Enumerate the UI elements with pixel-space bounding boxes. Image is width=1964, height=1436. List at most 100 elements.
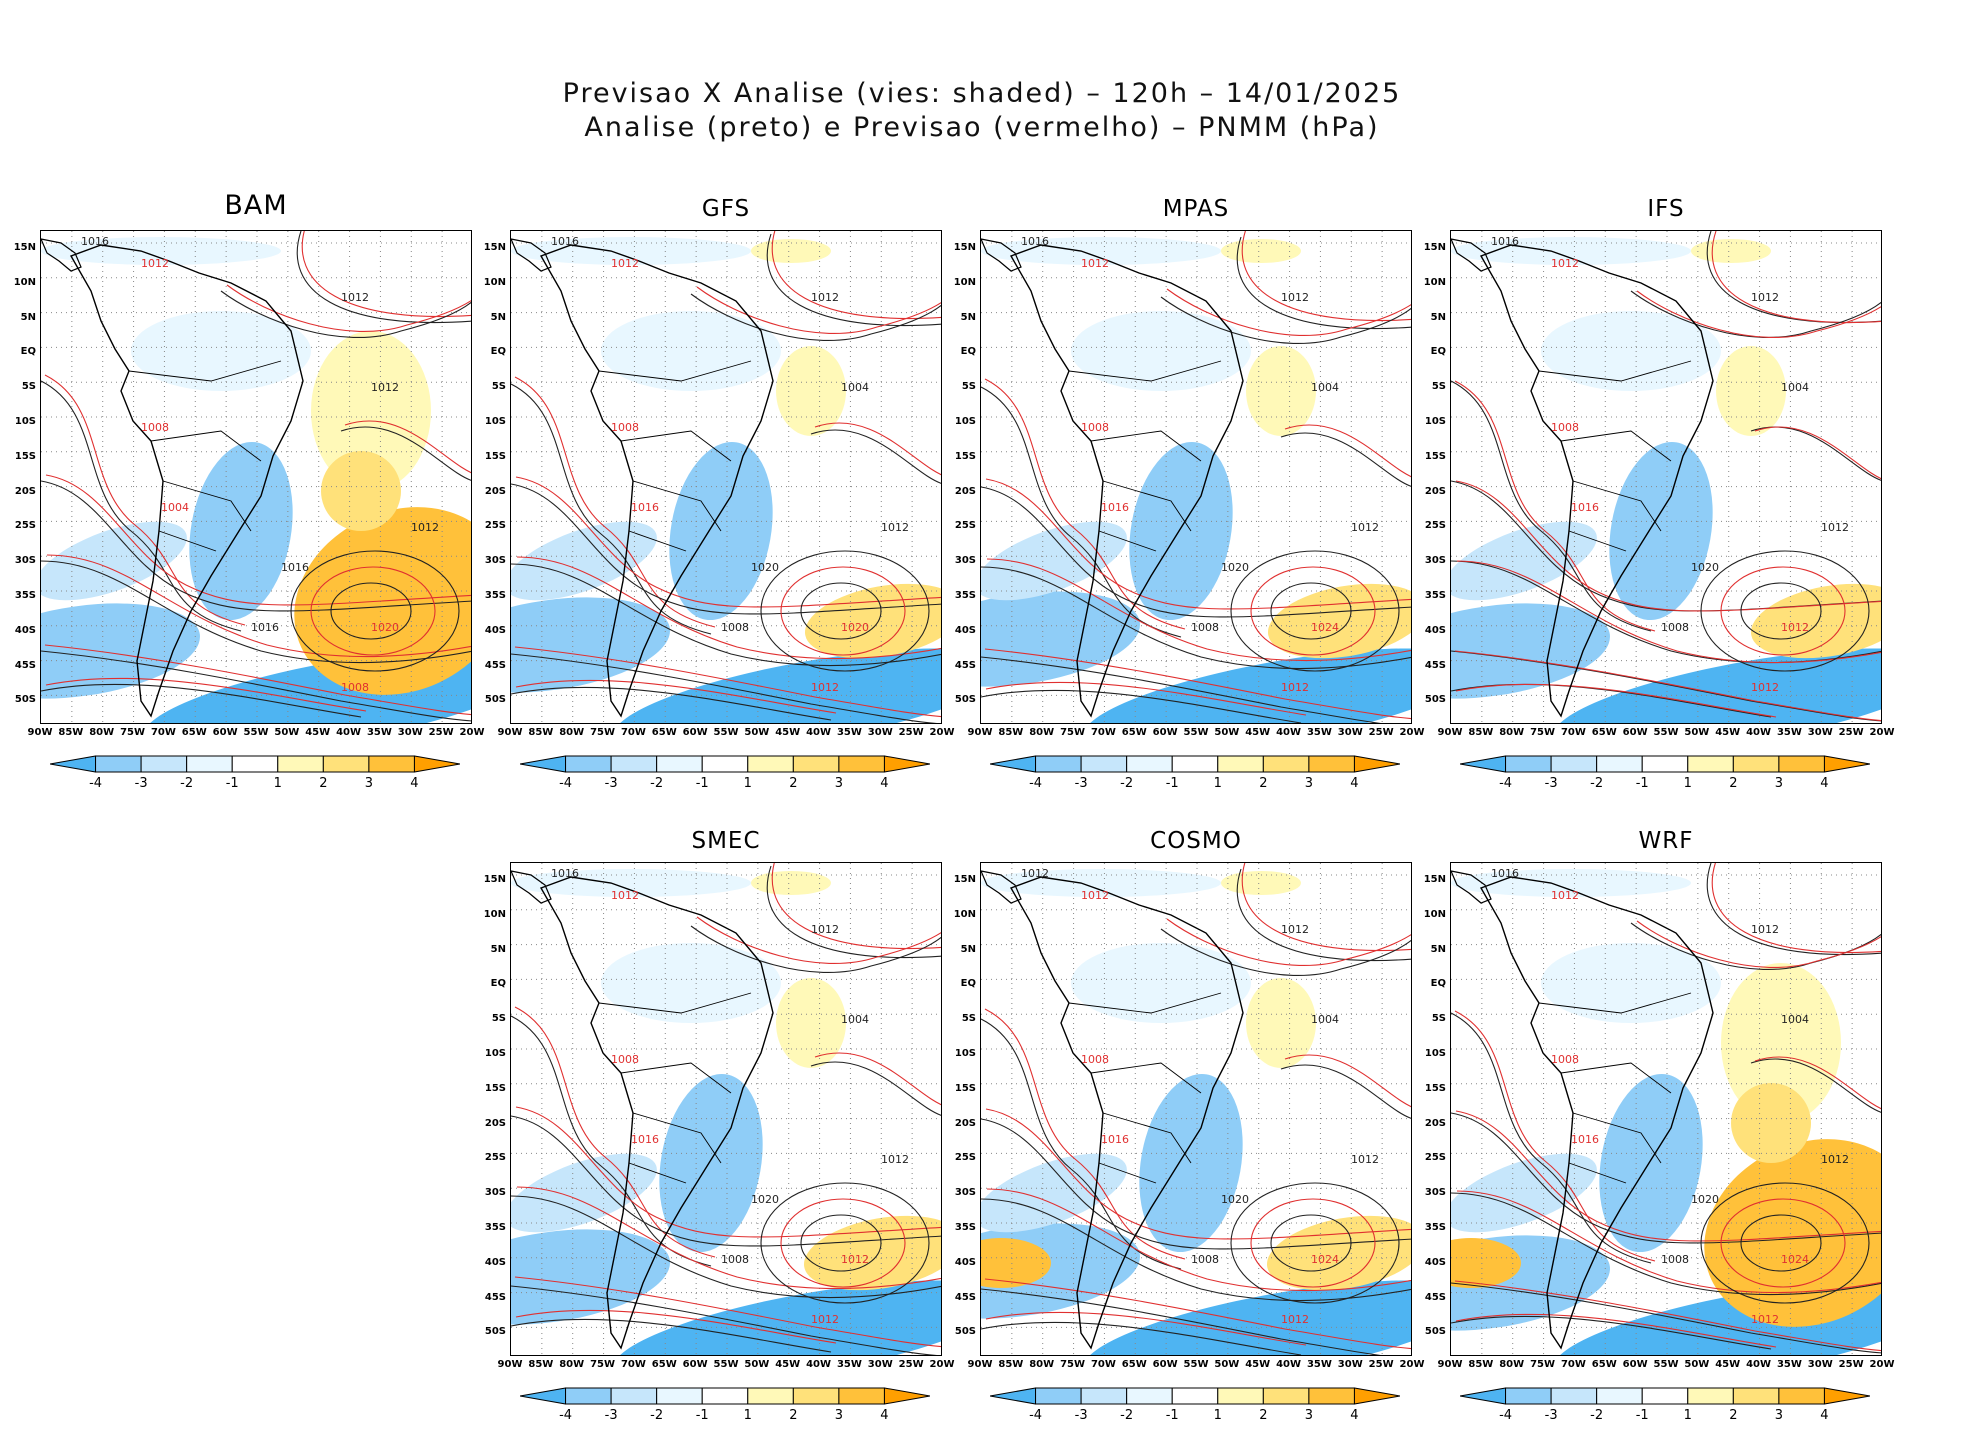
colorbar-swatch	[792, 1387, 840, 1405]
coastline	[511, 870, 552, 904]
lat-tick-label: 10N	[483, 276, 506, 288]
coastline	[981, 870, 1022, 904]
forecast-isobar	[515, 476, 941, 608]
lat-tick-label: 5N	[960, 943, 976, 955]
lon-tick-label: 65W	[1591, 727, 1617, 738]
forecast-contour-label: 1012	[611, 257, 639, 270]
lon-tick-label: 75W	[1060, 1359, 1086, 1370]
lon-tick-label: 35W	[836, 1359, 862, 1370]
analysis-contour-label: 1012	[341, 291, 369, 304]
colorbar-tick-label: 1	[1213, 776, 1222, 791]
lat-tick-label: 40S	[1424, 624, 1446, 636]
forecast-isobar	[516, 556, 941, 660]
colorbar-swatch	[883, 1387, 931, 1405]
isobar-ring	[310, 566, 436, 656]
map-canvas: 1016 1012 1012 1008 1012 1004 1016 1020 1016 1008…	[41, 231, 471, 723]
coastline	[69, 244, 304, 718]
figure-title-line1: Previsao X Analise (vies: shaded) – 120h…	[562, 78, 1402, 109]
forecast-isobar	[1711, 863, 1881, 954]
forecast-isobar	[696, 286, 941, 334]
colorbar-swatch	[989, 1387, 1037, 1405]
colorbar-swatch	[656, 755, 703, 773]
colorbar-swatch	[1262, 1387, 1310, 1405]
lat-tick-label: 35S	[1424, 590, 1446, 601]
lon-tick-label: 30W	[1337, 1359, 1363, 1370]
colorbar-swatch	[792, 755, 840, 773]
bias-shading-negative	[1451, 1153, 1597, 1233]
lon-tick-label: 30W	[397, 727, 423, 738]
lon-tick-label: 85W	[528, 1359, 554, 1370]
bias-shading-positive	[311, 331, 431, 491]
forecast-contour-label: 1016	[1101, 501, 1129, 514]
country-border	[150, 430, 262, 462]
colorbar-tick-label: -2	[650, 1408, 664, 1423]
analysis-contour-label: 1004	[1311, 1013, 1339, 1026]
lon-tick-label: 75W	[120, 727, 146, 738]
lon-tick-label: 30W	[867, 727, 893, 738]
analysis-isobar	[511, 383, 712, 635]
analysis-contour-label: 1012	[1351, 521, 1379, 534]
analysis-isobar	[511, 1015, 712, 1267]
forecast-contour-label: 1020	[841, 621, 869, 634]
bias-shading-negative	[981, 237, 1221, 265]
colorbar-tick-label: 2	[1729, 1408, 1738, 1423]
country-border	[628, 530, 687, 552]
map-panel-smec: SMEC 15N 10N 5N EQ 5S 10S 15S 20S 25S 30S 35S 40S 45S…	[472, 828, 955, 1428]
colorbar-tick-label: 2	[789, 1408, 798, 1423]
bias-shading-positive	[751, 239, 831, 263]
analysis-contour-label: 1012	[1821, 1153, 1849, 1166]
analysis-isobar	[981, 1198, 1411, 1302]
colorbar-tick-label: -1	[695, 1408, 709, 1423]
lon-tick-label: 55W	[713, 1359, 739, 1370]
map-panel-wrf: WRF 15N 10N 5N EQ 5S 10S 15S 20S 25S 30S 35S 40S 45S 5…	[1412, 828, 1895, 1428]
analysis-contour-label: 1012	[811, 923, 839, 936]
isobar-ring	[760, 1182, 930, 1304]
panel-title: BAM	[224, 190, 288, 221]
forecast-isobar	[986, 558, 1411, 662]
forecast-contour-label: 1008	[1551, 421, 1579, 434]
colorbar-swatch	[1459, 755, 1507, 773]
analysis-isobar	[41, 480, 471, 612]
forecast-contour-label: 1016	[1571, 501, 1599, 514]
lat-tick-label: 50S	[484, 1326, 506, 1338]
lat-tick-label: 5N	[490, 311, 506, 323]
lat-tick-label: 5S	[1431, 381, 1446, 393]
analysis-isobar	[1451, 1012, 1652, 1264]
analysis-isobar	[810, 429, 941, 484]
lat-tick-label: 15S	[1424, 1082, 1446, 1094]
lon-tick-label: 75W	[590, 727, 616, 738]
forecast-isobar	[1456, 560, 1881, 664]
map-canvas: 1016 1012 1012 1008 1004 1016 1020 1024 1008 1012…	[1451, 863, 1881, 1355]
forecast-isobar	[1455, 1110, 1881, 1242]
lat-tick-label: 5S	[491, 1013, 506, 1025]
country-border	[1068, 360, 1222, 382]
lat-tick-label: 5N	[490, 943, 506, 955]
bias-shading-negative	[981, 591, 1140, 687]
forecast-isobar	[696, 916, 941, 964]
panel-title: COSMO	[1150, 828, 1242, 854]
analysis-contour-label: 1016	[281, 561, 309, 574]
colorbar-swatch	[1035, 1387, 1082, 1405]
lon-tick-label: 35W	[1776, 1359, 1802, 1370]
forecast-contour-label: 1008	[1551, 1053, 1579, 1066]
lon-tick-label: 40W	[336, 727, 362, 738]
colorbar-tick-label: -1	[1635, 1408, 1649, 1423]
colorbar-swatch	[838, 1387, 885, 1405]
analysis-contour-label: 1020	[751, 1193, 779, 1206]
colorbar-tick-label: 1	[273, 776, 282, 791]
lon-tick-label: 25W	[898, 727, 924, 738]
lat-tick-label: 5S	[1431, 1013, 1446, 1025]
forecast-contour-label: 1012	[811, 1313, 839, 1326]
colorbar-swatch	[1732, 755, 1780, 773]
analysis-isobar	[511, 1285, 938, 1355]
map-panel-gfs: GFS 15N 10N 5N EQ 5S 10S 15S 20S 25S 30S 35S 40S 45S 5…	[472, 196, 955, 796]
colorbar-tick-label: -3	[1074, 1408, 1088, 1423]
lon-tick-label: 50W	[1214, 727, 1240, 738]
map-canvas: 1016 1012 1012 1008 1004 1016 1020 1024 1008 1012…	[981, 231, 1411, 723]
bias-shading-positive	[1221, 871, 1301, 895]
colorbar-swatch	[231, 755, 279, 773]
lat-tick-label: 35S	[484, 590, 506, 601]
lat-tick-label: 25S	[484, 1152, 506, 1164]
lat-tick-label: 40S	[484, 1256, 506, 1268]
forecast-contour-label: 1012	[1781, 621, 1809, 634]
